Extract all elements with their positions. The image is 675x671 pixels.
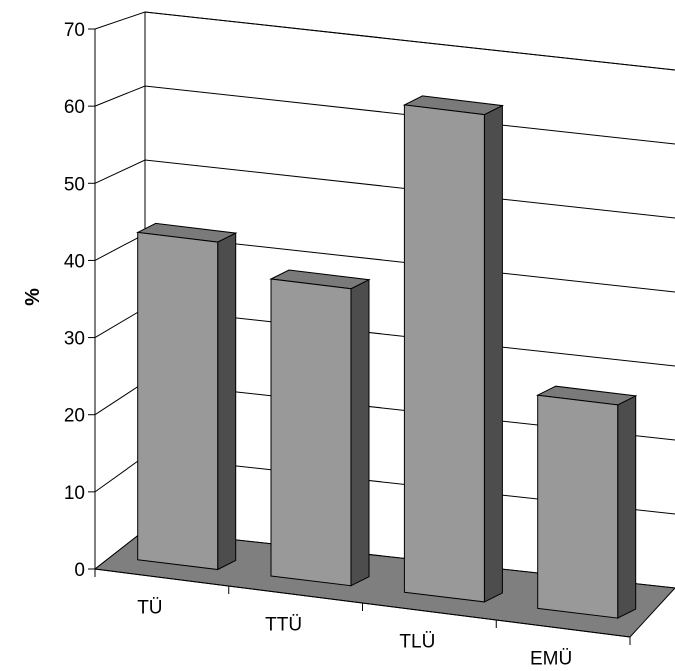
y-tick-label: 10 xyxy=(64,483,85,504)
y-tick-label: 40 xyxy=(64,251,85,272)
y-tick-label: 50 xyxy=(64,174,85,195)
gridline xyxy=(94,11,675,71)
x-tick-label: TTÜ xyxy=(265,615,302,636)
y-tick-label: 30 xyxy=(64,329,85,350)
y-tick-label: 0 xyxy=(74,560,85,581)
bar-side xyxy=(350,278,370,587)
bar-side xyxy=(617,395,637,619)
y-tick-label: 70 xyxy=(64,20,85,41)
gridline xyxy=(94,159,675,219)
bar xyxy=(537,394,619,619)
bar xyxy=(270,278,352,587)
gridline xyxy=(94,85,675,145)
x-tick-label: TLÜ xyxy=(399,632,435,653)
y-tick-label: 20 xyxy=(64,406,85,427)
bar-side xyxy=(217,232,237,571)
tick-labels: 0 10 20 30 40 50 60 70 TÜ TTÜ TLÜ EMÜ xyxy=(64,20,572,670)
x-tick-label: EMÜ xyxy=(530,649,572,670)
y-tick-label: 60 xyxy=(64,97,85,118)
bar-side xyxy=(483,104,503,603)
axes xyxy=(88,28,631,645)
bars xyxy=(135,95,638,619)
y-axis-label: % xyxy=(22,288,44,306)
bar xyxy=(403,104,485,603)
bar xyxy=(137,231,219,571)
x-tick-label: TÜ xyxy=(137,598,162,619)
